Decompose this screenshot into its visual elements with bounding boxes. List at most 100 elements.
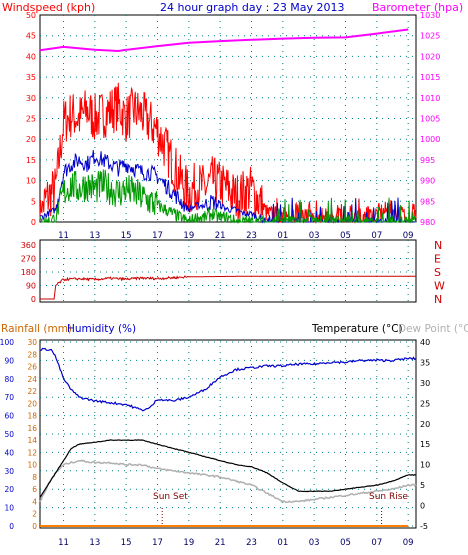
wind-y-tick: 10: [26, 177, 36, 186]
compass-label: S: [434, 266, 441, 279]
temp-x-tick: 23: [246, 538, 257, 548]
wind-y-tick: 20: [26, 135, 36, 144]
wind-y-tick: 35: [26, 73, 36, 82]
rain-y-tick: 4: [32, 497, 37, 506]
barometer-y-tick: 1005: [420, 115, 440, 124]
compass-label: W: [434, 280, 445, 293]
series-layer: [39, 28, 417, 527]
wind-x-tick: 13: [89, 231, 100, 241]
rain-y-tick: 24: [27, 375, 37, 384]
temp-y-tick: 35: [420, 358, 430, 367]
rainfall-legend: Rainfall (mm): [1, 323, 72, 335]
temp-x-tick: 11: [58, 538, 69, 548]
direction-y-tick: 90: [26, 282, 36, 291]
rain-y-tick: 16: [27, 424, 37, 433]
temp-y-tick: 15: [420, 440, 430, 449]
rain-y-tick: 30: [27, 338, 37, 347]
wind-y-tick: 30: [26, 94, 36, 103]
barometer-line: [39, 28, 409, 53]
humidity-y-tick: 0: [9, 522, 14, 531]
temp-y-tick: 0: [420, 502, 425, 511]
humidity-y-tick: 20: [4, 485, 14, 494]
lull-wind-line: [39, 169, 416, 224]
temp-x-tick: 21: [215, 538, 226, 548]
rain-y-tick: 20: [27, 399, 37, 408]
humidity-y-tick: 50: [4, 430, 14, 439]
temperature-legend: Temperature (°C): [311, 323, 403, 335]
average-wind-line: [39, 150, 417, 224]
temp-x-tick: 09: [403, 538, 414, 548]
rain-y-tick: 22: [27, 387, 37, 396]
barometer-y-tick: 1015: [420, 73, 440, 82]
wind-x-tick: 17: [152, 231, 163, 241]
rain-y-tick: 2: [32, 510, 37, 519]
temp-y-tick: 10: [420, 461, 430, 470]
wind-y-tick: 5: [31, 197, 36, 206]
wind-x-tick: 15: [121, 231, 132, 241]
tick-label-layer: 0510152025303540455098098599099510001005…: [0, 11, 445, 548]
wind-y-tick: 40: [26, 52, 36, 61]
rain-y-tick: 10: [27, 461, 37, 470]
grid-layer: [40, 15, 416, 528]
temp-x-tick: 13: [89, 538, 100, 548]
dewpoint-line: [39, 459, 417, 504]
humidity-y-tick: 40: [4, 448, 14, 457]
wind-x-tick: 19: [183, 231, 194, 241]
sunrise-label: Sun Rise: [369, 492, 408, 502]
direction-line: [40, 275, 416, 300]
barometer-y-tick: 980: [420, 218, 435, 227]
wind-x-tick: 03: [309, 231, 320, 241]
compass-label: E: [434, 253, 441, 266]
temp-y-tick: 25: [420, 399, 430, 408]
temp-x-tick: 01: [277, 538, 288, 548]
compass-label: N: [434, 293, 442, 306]
barometer-y-tick: 1010: [420, 94, 440, 103]
barometer-y-tick: 1025: [420, 32, 440, 41]
wind-y-tick: 15: [26, 156, 36, 165]
direction-y-tick: 180: [21, 268, 36, 277]
humidity-y-tick: 100: [0, 338, 14, 347]
wind-x-tick: 07: [371, 231, 382, 241]
wind-x-tick: 23: [246, 231, 257, 241]
wind-x-tick: 21: [215, 231, 226, 241]
humidity-y-tick: 80: [4, 375, 14, 384]
sunset-label: Sun Set: [153, 492, 188, 502]
barometer-y-tick: 995: [420, 156, 435, 165]
rain-y-tick: 14: [27, 436, 37, 445]
temperature-line: [39, 439, 417, 498]
humidity-line: [40, 347, 417, 412]
barometer-y-tick: 990: [420, 177, 435, 186]
wind-y-tick: 50: [26, 11, 36, 20]
rain-y-tick: 26: [27, 363, 37, 372]
temp-y-tick: 20: [420, 420, 430, 429]
wind-x-tick: 05: [340, 231, 351, 241]
humidity-y-tick: 70: [4, 393, 14, 402]
barometer-y-tick: 985: [420, 197, 435, 206]
humidity-y-tick: 30: [4, 467, 14, 476]
rain-y-tick: 6: [32, 485, 37, 494]
temp-x-tick: 03: [309, 538, 320, 548]
rain-y-tick: 28: [27, 350, 37, 359]
wind-x-tick: 09: [403, 231, 414, 241]
wind-y-tick: 0: [31, 218, 36, 227]
humidity-y-tick: 10: [4, 504, 14, 513]
barometer-y-tick: 1000: [420, 135, 440, 144]
rain-y-tick: 0: [32, 522, 37, 531]
temp-y-tick: 40: [420, 338, 430, 347]
compass-label: N: [434, 239, 442, 252]
windspeed-axis-title: Windspeed (kph): [2, 1, 95, 14]
barometer-y-tick: 1020: [420, 52, 440, 61]
wind-y-tick: 25: [26, 115, 36, 124]
temp-x-tick: 05: [340, 538, 351, 548]
temp-x-tick: 19: [183, 538, 194, 548]
temp-x-tick: 07: [371, 538, 382, 548]
wind-y-tick: 45: [26, 32, 36, 41]
wind-x-tick: 11: [58, 231, 69, 241]
barometer-axis-title: Barometer (hpa): [372, 1, 463, 14]
temp-y-tick: -5: [420, 522, 428, 531]
rain-y-tick: 18: [27, 412, 37, 421]
rain-y-tick: 12: [27, 448, 37, 457]
wind-x-tick: 01: [277, 231, 288, 241]
direction-panel-frame: [39, 239, 417, 303]
